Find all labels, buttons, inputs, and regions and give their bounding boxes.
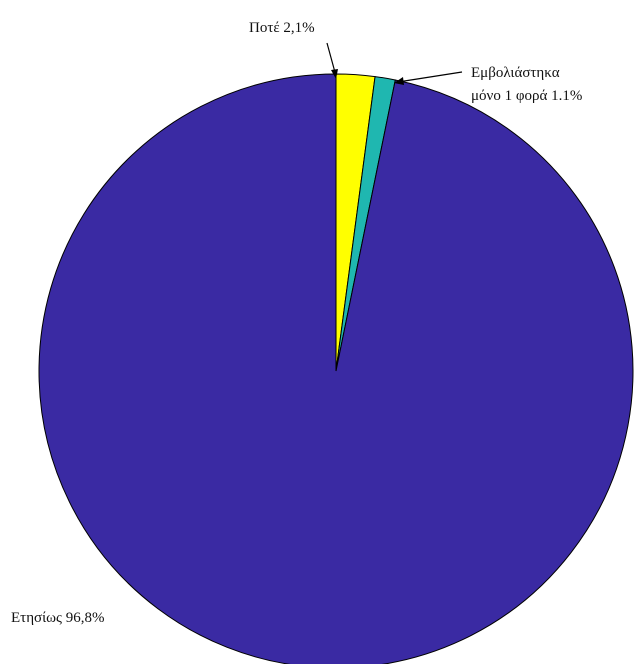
label-arrows [326,42,463,85]
arrow-once [397,71,463,83]
arrowhead-once [394,77,404,85]
label-annual: Ετησίως 96,8% [11,610,104,626]
label-never: Ποτέ 2,1% [249,20,315,36]
label-once-line2: μόνο 1 φορά 1.1% [471,88,582,104]
pie-slice-annual [38,73,634,668]
pie-slices [38,73,634,668]
arrowhead-never [331,69,338,79]
label-once-line1: Εμβολιάστηκα [471,65,560,81]
